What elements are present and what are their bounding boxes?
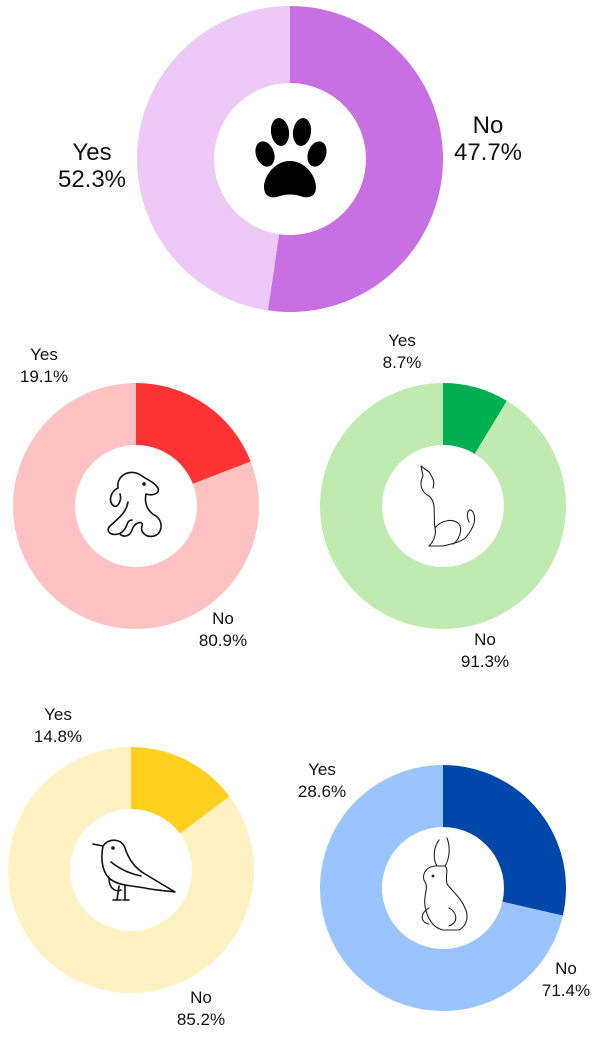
- slice-value-no: 47.7%: [454, 139, 522, 166]
- slice-label-no: No: [190, 988, 212, 1007]
- slice-label-yes: Yes: [72, 139, 111, 166]
- slice-label-no: No: [474, 630, 496, 649]
- paw-icon: [255, 118, 327, 198]
- slice-value-no: 91.3%: [461, 652, 509, 671]
- donut-chart-3: Yes 8.7% No 91.3%: [320, 331, 566, 671]
- slice-label-yes: Yes: [30, 345, 58, 364]
- slice-no: [319, 765, 563, 1012]
- cat-icon: [420, 465, 476, 547]
- slice-value-no: 85.2%: [177, 1010, 225, 1029]
- slice-value-yes: 14.8%: [34, 727, 82, 746]
- slice-no: [13, 383, 259, 629]
- slice-label-no: No: [212, 609, 234, 628]
- donut-chart-2: Yes 19.1% No 80.9%: [13, 345, 259, 650]
- slice-yes: [267, 6, 443, 312]
- donut-chart-5: Yes 28.6% No 71.4%: [298, 760, 590, 1012]
- slice-yes: [443, 383, 507, 454]
- slice-yes: [443, 765, 567, 916]
- slice-yes: [131, 747, 230, 834]
- slice-label-no: No: [555, 959, 577, 978]
- slice-no: [320, 383, 566, 629]
- slice-value-yes: 19.1%: [20, 367, 68, 386]
- slice-value-no: 80.9%: [199, 631, 247, 650]
- slice-no: [8, 747, 255, 993]
- slice-label-yes: Yes: [44, 705, 72, 724]
- slice-value-yes: 52.3%: [58, 166, 126, 193]
- slice-value-yes: 28.6%: [298, 782, 346, 801]
- slice-value-yes: 8.7%: [383, 353, 422, 372]
- slice-value-no: 71.4%: [542, 981, 590, 1000]
- slice-yes: [136, 383, 251, 484]
- donut-chart-4: Yes 14.8% No 85.2%: [8, 705, 255, 1029]
- slice-no: [136, 6, 290, 311]
- slice-label-yes: Yes: [308, 760, 336, 779]
- rabbit-icon: [421, 837, 468, 931]
- dog-icon: [107, 471, 162, 538]
- slice-label-no: No: [473, 112, 504, 139]
- bird-icon: [92, 839, 176, 901]
- slice-label-yes: Yes: [388, 331, 416, 350]
